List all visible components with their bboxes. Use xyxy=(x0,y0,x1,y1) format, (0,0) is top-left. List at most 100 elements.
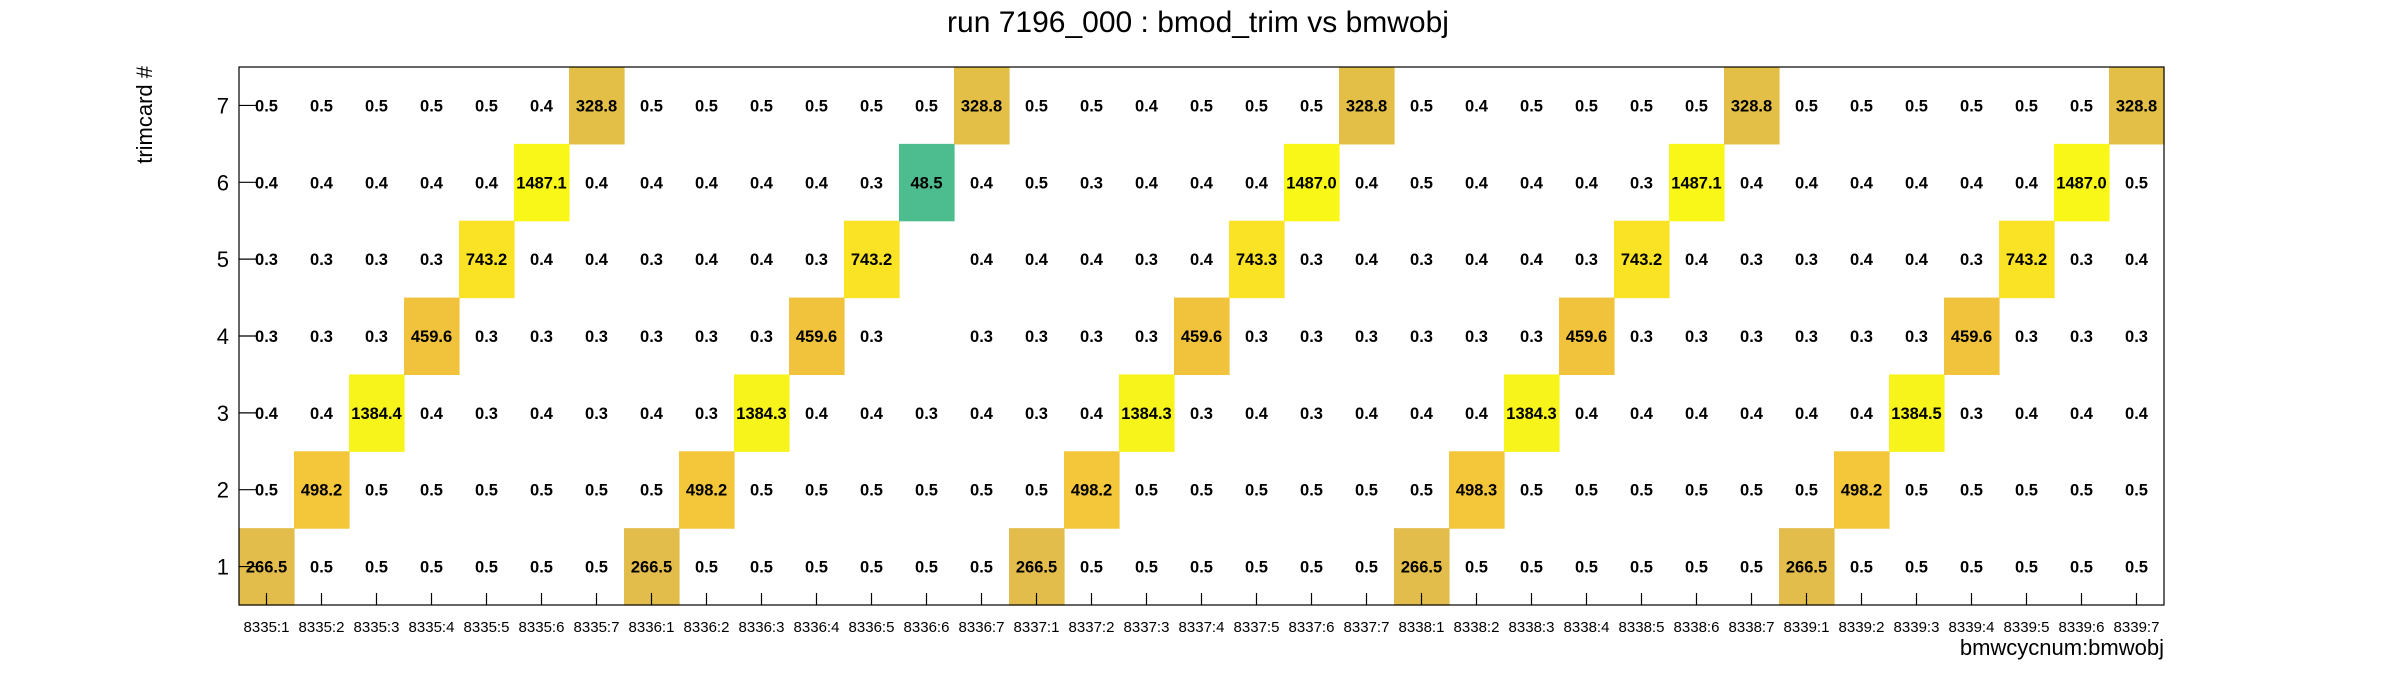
x-tick-label: 8335:2 xyxy=(299,619,345,636)
heatmap-cell xyxy=(514,143,570,222)
cell-value-label: 0.4 xyxy=(365,174,389,192)
x-tick-label: 8339:4 xyxy=(1949,619,1995,636)
cell-value-label: 0.3 xyxy=(1685,328,1708,346)
cell-value-label: 0.5 xyxy=(1410,174,1433,192)
cell-value-label: 0.3 xyxy=(860,328,883,346)
cell-value-label: 0.4 xyxy=(1465,174,1489,192)
cell-value-label: 0.3 xyxy=(310,328,333,346)
cell-value-label: 0.4 xyxy=(860,405,884,423)
heatmap-cell xyxy=(844,220,900,299)
cell-value-label: 0.4 xyxy=(255,405,279,423)
cell-value-label: 0.3 xyxy=(475,405,498,423)
heatmap-cell xyxy=(1119,374,1175,452)
cell-value-label: 0.5 xyxy=(1355,482,1378,500)
cell-value-label: 0.5 xyxy=(860,482,883,500)
cell-value-label: 0.5 xyxy=(365,559,388,577)
cell-value-label: 0.3 xyxy=(1850,328,1873,346)
cell-value-label: 0.4 xyxy=(1355,174,1379,192)
cell-value-label: 0.3 xyxy=(1410,328,1433,346)
cell-value-label: 0.4 xyxy=(1025,251,1049,269)
cell-labels-layer: 266.5 0.5 0.5 0.5 0.5 0.5 0.5 266.5 0.5 0.5 0.5 0.5… xyxy=(246,97,2157,576)
cell-value-label: 0.5 xyxy=(255,482,278,500)
cell-value-label: 743.2 xyxy=(466,251,507,269)
cell-value-label: 743.2 xyxy=(1621,251,1662,269)
cell-value-label: 0.5 xyxy=(1410,482,1433,500)
cell-value-label: 0.5 xyxy=(1520,97,1543,115)
cell-value-label: 0.5 xyxy=(1960,97,1983,115)
cell-value-label: 0.5 xyxy=(1575,482,1598,500)
heatmap-cell xyxy=(404,297,460,376)
cell-value-label: 0.3 xyxy=(475,328,498,346)
cell-value-label: 0.3 xyxy=(255,328,278,346)
cell-value-label: 0.5 xyxy=(1410,97,1433,115)
cell-value-label: 0.5 xyxy=(1135,482,1158,500)
cell-value-label: 0.5 xyxy=(1300,482,1323,500)
x-tick-label: 8335:4 xyxy=(409,619,455,636)
heatmap-cell xyxy=(1504,374,1560,452)
cell-value-label: 0.4 xyxy=(970,251,994,269)
cell-value-label: 0.4 xyxy=(1135,174,1159,192)
cell-value-label: 0.4 xyxy=(1520,251,1544,269)
cell-value-label: 0.4 xyxy=(1355,251,1379,269)
cell-value-label: 0.5 xyxy=(1960,482,1983,500)
cell-value-label: 0.5 xyxy=(1795,482,1818,500)
y-tick-label: 3 xyxy=(217,401,229,426)
cell-value-label: 0.4 xyxy=(805,174,829,192)
heatmap-cell xyxy=(1779,528,1835,606)
cell-value-label: 0.4 xyxy=(640,174,664,192)
cell-value-label: 0.5 xyxy=(475,97,498,115)
cell-value-label: 0.5 xyxy=(1520,559,1543,577)
cell-value-label: 0.3 xyxy=(1300,405,1323,423)
cell-value-label: 0.4 xyxy=(1465,251,1489,269)
heatmap-cell xyxy=(1394,528,1450,606)
heatmap-cell xyxy=(899,143,955,222)
cell-value-label: 0.5 xyxy=(1355,559,1378,577)
x-tick-label: 8337:2 xyxy=(1069,619,1115,636)
cell-value-label: 0.5 xyxy=(1245,97,1268,115)
cell-value-label: 0.5 xyxy=(1190,482,1213,500)
cell-value-label: 0.5 xyxy=(420,97,443,115)
cell-value-label: 0.3 xyxy=(640,328,663,346)
cell-value-label: 0.5 xyxy=(1795,97,1818,115)
cell-value-label: 0.5 xyxy=(310,97,333,115)
heatmap-cell xyxy=(1889,374,1945,452)
cell-value-label: 0.5 xyxy=(2125,174,2148,192)
cell-value-label: 0.4 xyxy=(1575,174,1599,192)
cell-value-label: 0.5 xyxy=(970,559,993,577)
cell-value-label: 0.5 xyxy=(640,482,663,500)
cell-value-label: 0.3 xyxy=(1740,328,1763,346)
x-tick-label: 8336:5 xyxy=(849,619,895,636)
cell-value-label: 0.5 xyxy=(750,482,773,500)
cell-value-label: 0.5 xyxy=(750,97,773,115)
cell-value-label: 0.5 xyxy=(750,559,773,577)
x-axis-title: bmwcycnum:bmwobj xyxy=(1960,635,2164,660)
heatmap-cell xyxy=(1009,528,1065,606)
cell-value-label: 0.5 xyxy=(255,97,278,115)
cell-value-label: 0.4 xyxy=(585,251,609,269)
cell-value-label: 0.5 xyxy=(915,97,938,115)
cell-value-label: 0.4 xyxy=(530,97,554,115)
cell-value-label: 0.4 xyxy=(1905,174,1929,192)
cell-value-label: 0.3 xyxy=(420,251,443,269)
cell-value-label: 0.3 xyxy=(1795,328,1818,346)
cell-value-label: 0.4 xyxy=(2015,405,2039,423)
cell-value-label: 0.4 xyxy=(530,405,554,423)
cell-value-label: 0.4 xyxy=(310,174,334,192)
heatmap-cell xyxy=(1614,220,1670,299)
cell-value-label: 0.5 xyxy=(2125,559,2148,577)
cell-value-label: 0.5 xyxy=(1740,559,1763,577)
cell-value-label: 0.3 xyxy=(365,251,388,269)
cell-value-label: 0.4 xyxy=(1190,174,1214,192)
cell-value-label: 0.5 xyxy=(1245,482,1268,500)
x-tick-label: 8336:7 xyxy=(959,619,1005,636)
x-tick-label: 8338:1 xyxy=(1399,619,1445,636)
y-tick-label: 4 xyxy=(217,324,229,349)
cell-value-label: 0.4 xyxy=(1355,405,1379,423)
cell-value-label: 0.4 xyxy=(2125,405,2149,423)
cell-value-label: 0.3 xyxy=(695,328,718,346)
cell-value-label: 0.5 xyxy=(2015,482,2038,500)
cell-value-label: 743.2 xyxy=(2006,251,2047,269)
y-tick-label: 7 xyxy=(217,93,229,118)
cell-value-label: 0.3 xyxy=(915,405,938,423)
heatmap-cell xyxy=(1339,67,1395,145)
